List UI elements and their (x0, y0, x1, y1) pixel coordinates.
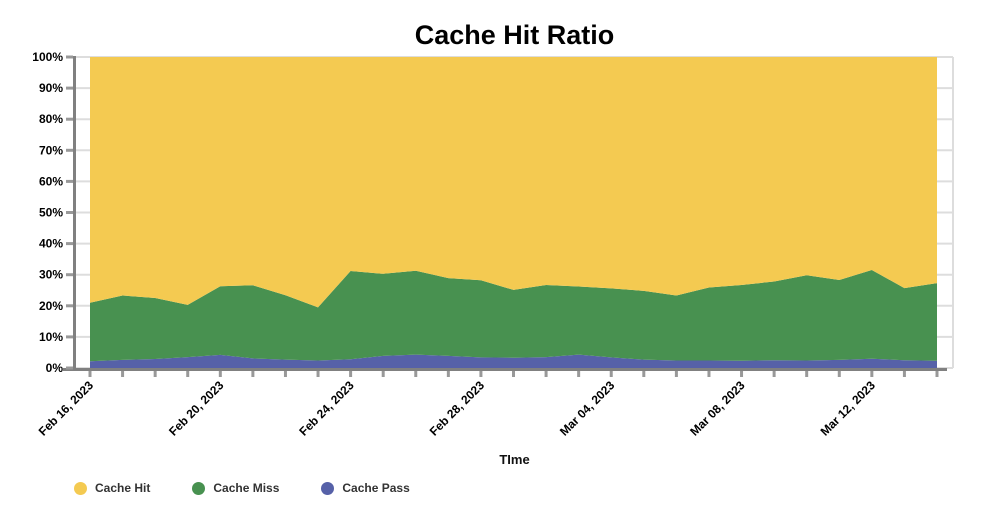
series-area-cache-hit (90, 57, 937, 308)
chart-legend: Cache Hit Cache Miss Cache Pass (74, 481, 410, 495)
y-axis-label: 70% (39, 143, 63, 157)
legend-swatch-cache-pass (321, 481, 335, 495)
legend-label-cache-hit: Cache Hit (95, 481, 151, 495)
y-axis-label: 90% (39, 81, 63, 95)
legend-swatch-cache-hit (74, 481, 87, 495)
legend-item-cache-miss[interactable]: Cache Miss (192, 481, 279, 495)
x-axis-label: Mar 04, 2023 (557, 378, 618, 439)
series-area-cache-miss (90, 270, 937, 362)
y-axis-label: 30% (39, 268, 63, 282)
y-axis-label: 80% (39, 112, 63, 126)
y-axis-label: 100% (32, 50, 63, 64)
series-area-cache-pass (90, 354, 937, 368)
y-axis-label: 20% (39, 299, 63, 313)
y-axis-label: 0% (46, 361, 64, 375)
y-axis-label: 10% (39, 330, 63, 344)
legend-item-cache-pass[interactable]: Cache Pass (321, 481, 410, 495)
x-axis-label: Feb 16, 2023 (36, 378, 97, 439)
legend-label-cache-pass: Cache Pass (342, 481, 410, 495)
x-axis-label: Feb 20, 2023 (166, 378, 227, 439)
y-axis-label: 50% (39, 206, 63, 220)
y-axis-label: 40% (39, 237, 63, 251)
x-axis-title: TIme (499, 452, 530, 467)
legend-swatch-cache-miss (192, 481, 206, 495)
legend-item-cache-hit[interactable]: Cache Hit (74, 481, 150, 495)
x-axis-label: Mar 12, 2023 (818, 378, 879, 439)
chart-title: Cache Hit Ratio (414, 20, 615, 50)
x-axis-label: Mar 08, 2023 (687, 378, 748, 439)
legend-label-cache-miss: Cache Miss (213, 481, 280, 495)
x-axis-label: Feb 24, 2023 (296, 378, 357, 439)
x-axis-label: Feb 28, 2023 (427, 378, 488, 439)
y-axis-label: 60% (39, 174, 63, 188)
